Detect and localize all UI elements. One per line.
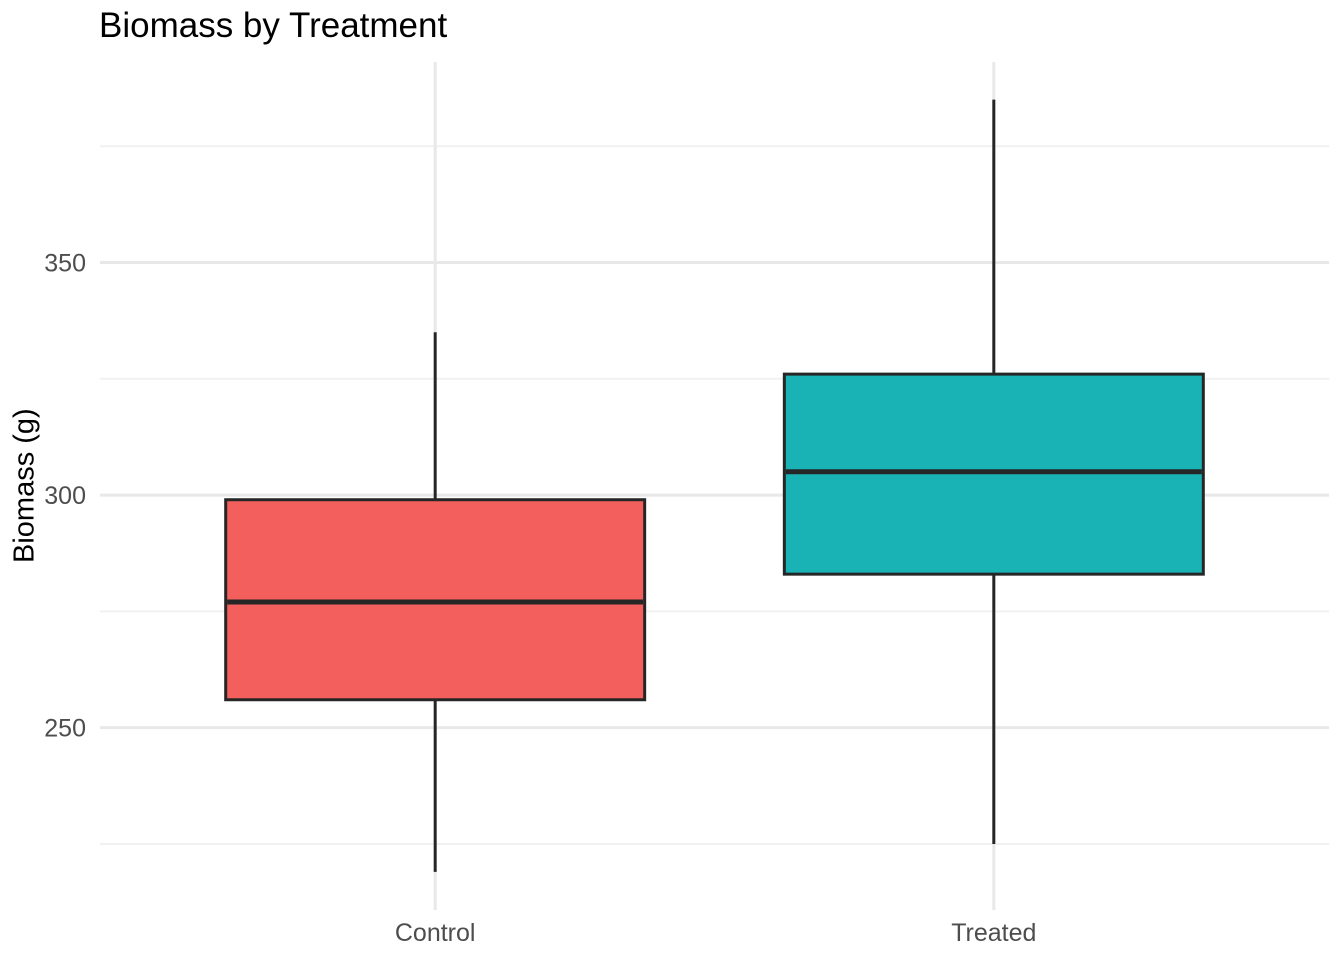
y-tick-label-250: 250 (44, 715, 86, 743)
y-tick-label-300: 300 (44, 482, 86, 510)
y-tick-label-350: 350 (44, 249, 86, 277)
x-category-label-treated: Treated (951, 919, 1036, 947)
chart-title: Biomass by Treatment (99, 6, 448, 45)
x-category-label-control: Control (395, 919, 476, 947)
